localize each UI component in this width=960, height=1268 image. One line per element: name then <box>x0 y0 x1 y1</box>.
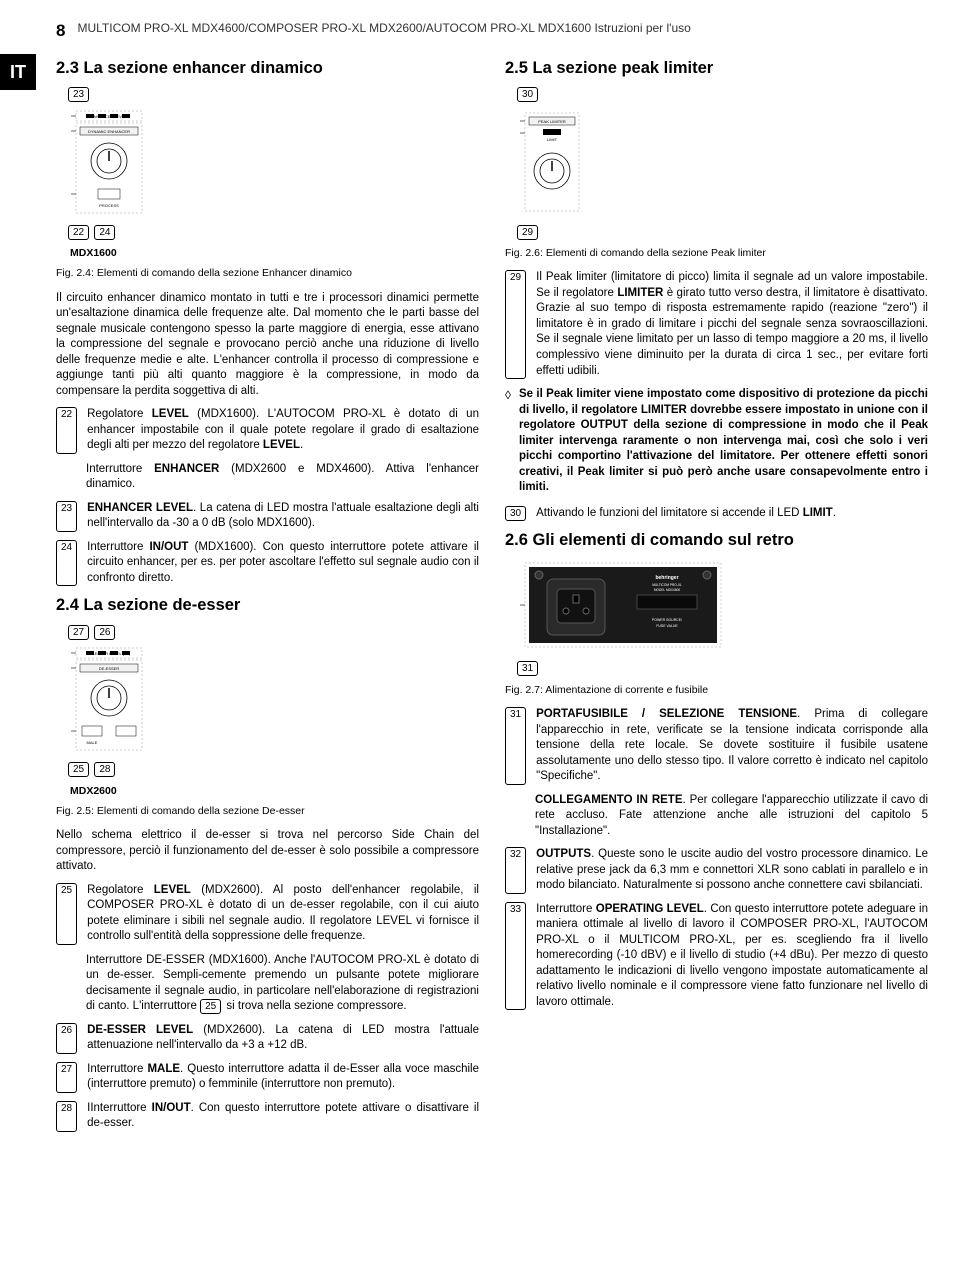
item-25-body: Regolatore LEVEL (MDX2600). Al posto del… <box>87 883 479 945</box>
power-model2: MODEL MDX4600 <box>654 588 681 592</box>
ref-23b: 23 <box>56 501 77 532</box>
sec24-bottom-refs: 25 28 <box>68 762 479 778</box>
ref-31b: 31 <box>505 707 526 785</box>
section-23-title: 2.3 La sezione enhancer dinamico <box>56 57 479 79</box>
item-31: 31 PORTAFUSIBILE / SELEZIONE TENSIONE. P… <box>505 707 928 785</box>
ref-25: 25 <box>68 762 89 777</box>
item-23-body: ENHANCER LEVEL. La catena di LED mostra … <box>87 501 479 532</box>
ref-30: 30 <box>517 87 538 102</box>
item-29-body: Il Peak limiter (limitatore di picco) li… <box>536 270 928 379</box>
ref-24b: 24 <box>56 540 77 587</box>
item-33-body: Interruttore OPERATING LEVEL. Con questo… <box>536 902 928 1011</box>
limiter-label-top: PEAK LIMITER <box>538 119 566 124</box>
tip-body: Se il Peak limiter viene impostato come … <box>519 387 928 496</box>
item-30-body: Attivando le funzioni del limitatore si … <box>536 506 928 522</box>
figure-power: behringer MULTICOM PRO-XL MODEL MDX4600 … <box>517 559 928 655</box>
item-30: 30 Attivando le funzioni del limitatore … <box>505 506 928 522</box>
sec24-top-refs: 27 26 <box>68 625 479 641</box>
section-26-title: 2.6 Gli elementi di comando sul retro <box>505 529 928 551</box>
page-header: 8 MULTICOM PRO-XL MDX4600/COMPOSER PRO-X… <box>56 20 928 43</box>
sec25-top-refs: 30 <box>517 87 928 103</box>
fig24-caption: Fig. 2.4: Elementi di comando della sezi… <box>56 266 479 280</box>
ref-26: 26 <box>94 625 115 640</box>
right-column: 2.5 La sezione peak limiter 30 PEAK LIMI… <box>505 57 928 1140</box>
figure-enhancer: ENHANCER LEVEL DYNAMIC ENHANCER PROCESS <box>68 109 479 219</box>
sec24-model: MDX2600 <box>70 784 479 798</box>
item-22-cont: Interruttore ENHANCER (MDX2600 e MDX4600… <box>86 462 479 493</box>
ref-29b: 29 <box>505 270 526 379</box>
page-number: 8 <box>56 20 65 43</box>
item-28: 28 IInterruttore IN/OUT. Con questo inte… <box>56 1101 479 1132</box>
ref-23: 23 <box>68 87 89 102</box>
section-24-title: 2.4 La sezione de-esser <box>56 594 479 616</box>
item-31-cont: COLLEGAMENTO IN RETE. Per collegare l'ap… <box>535 793 928 840</box>
fig25-caption: Fig. 2.5: Elementi di comando della sezi… <box>56 804 479 818</box>
ref-22: 22 <box>68 225 89 240</box>
sec26-bottom-refs: 31 <box>517 661 928 677</box>
section-25-title: 2.5 La sezione peak limiter <box>505 57 928 79</box>
item-27-body: Interruttore MALE. Questo interruttore a… <box>87 1062 479 1093</box>
ref-30b: 30 <box>505 506 526 522</box>
ref-33: 33 <box>505 902 526 1011</box>
item-26: 26 DE-ESSER LEVEL (MDX2600). La catena d… <box>56 1023 479 1054</box>
limiter-label-limit: LIMIT <box>547 137 558 142</box>
tip-icon: ◊ <box>505 387 511 496</box>
item-32: 32 OUTPUTS. Queste sono le uscite audio … <box>505 847 928 894</box>
item-26-body: DE-ESSER LEVEL (MDX2600). La catena di L… <box>87 1023 479 1054</box>
sec24-intro: Nello schema elettrico il de-esser si tr… <box>56 828 479 875</box>
power-brand: behringer <box>655 575 678 581</box>
deesser-label-male: MALE <box>87 740 98 745</box>
item-22: 22 Regolatore LEVEL (MDX1600). L'AUTOCOM… <box>56 407 479 454</box>
item-25-cont: Interruttore DE-ESSER (MDX1600). Anche l… <box>86 953 479 1015</box>
item-24: 24 Interruttore IN/OUT (MDX1600). Con qu… <box>56 540 479 587</box>
sec23-bottom-refs: 22 24 <box>68 225 479 241</box>
deesser-label-mid: DE-ESSER <box>99 666 120 671</box>
item-32-body: OUTPUTS. Queste sono le uscite audio del… <box>536 847 928 894</box>
sec23-model: MDX1600 <box>70 246 479 260</box>
sec23-intro: Il circuito enhancer dinamico montato in… <box>56 291 479 400</box>
item-28-body: IInterruttore IN/OUT. Con questo interru… <box>87 1101 479 1132</box>
item-24-body: Interruttore IN/OUT (MDX1600). Con quest… <box>87 540 479 587</box>
power-caution1: POWER SOURCE/ <box>652 618 682 622</box>
item-31-body: PORTAFUSIBILE / SELEZIONE TENSIONE. Prim… <box>536 707 928 785</box>
ref-29: 29 <box>517 225 538 240</box>
item-29: 29 Il Peak limiter (limitatore di picco)… <box>505 270 928 379</box>
enhancer-label-process: PROCESS <box>99 203 119 208</box>
tip-limiter: ◊ Se il Peak limiter viene impostato com… <box>505 387 928 496</box>
fig26-caption: Fig. 2.6: Elementi di comando della sezi… <box>505 246 928 260</box>
power-model1: MULTICOM PRO-XL <box>652 583 682 587</box>
figure-limiter: PEAK LIMITER LIMIT <box>517 109 928 219</box>
language-tag: IT <box>0 54 36 90</box>
ref-28: 28 <box>94 762 115 777</box>
ref-32: 32 <box>505 847 526 894</box>
ref-26b: 26 <box>56 1023 77 1054</box>
fig27-caption: Fig. 2.7: Alimentazione di corrente e fu… <box>505 683 928 697</box>
ref-22b: 22 <box>56 407 77 454</box>
enhancer-label-mid: DYNAMIC ENHANCER <box>88 129 130 134</box>
ref-27: 27 <box>68 625 89 640</box>
content-columns: 2.3 La sezione enhancer dinamico 23 ENHA… <box>56 57 928 1140</box>
item-33: 33 Interruttore OPERATING LEVEL. Con que… <box>505 902 928 1011</box>
sec23-top-refs: 23 <box>68 87 479 103</box>
item-23: 23 ENHANCER LEVEL. La catena di LED most… <box>56 501 479 532</box>
item-25: 25 Regolatore LEVEL (MDX2600). Al posto … <box>56 883 479 945</box>
figure-deesser: DE-ESSER LEVEL (dB) DE-ESSER MALE <box>68 646 479 756</box>
left-column: 2.3 La sezione enhancer dinamico 23 ENHA… <box>56 57 479 1140</box>
document-title: MULTICOM PRO-XL MDX4600/COMPOSER PRO-XL … <box>77 20 690 43</box>
ref-31: 31 <box>517 661 538 676</box>
ref-25b: 25 <box>56 883 77 945</box>
sec25-bottom-refs: 29 <box>517 225 928 241</box>
ref-27b: 27 <box>56 1062 77 1093</box>
item-22-body: Regolatore LEVEL (MDX1600). L'AUTOCOM PR… <box>87 407 479 454</box>
ref-28b: 28 <box>56 1101 77 1132</box>
item-27: 27 Interruttore MALE. Questo interruttor… <box>56 1062 479 1093</box>
power-caution2: FUSE VALUE <box>656 624 678 628</box>
ref-24: 24 <box>94 225 115 240</box>
